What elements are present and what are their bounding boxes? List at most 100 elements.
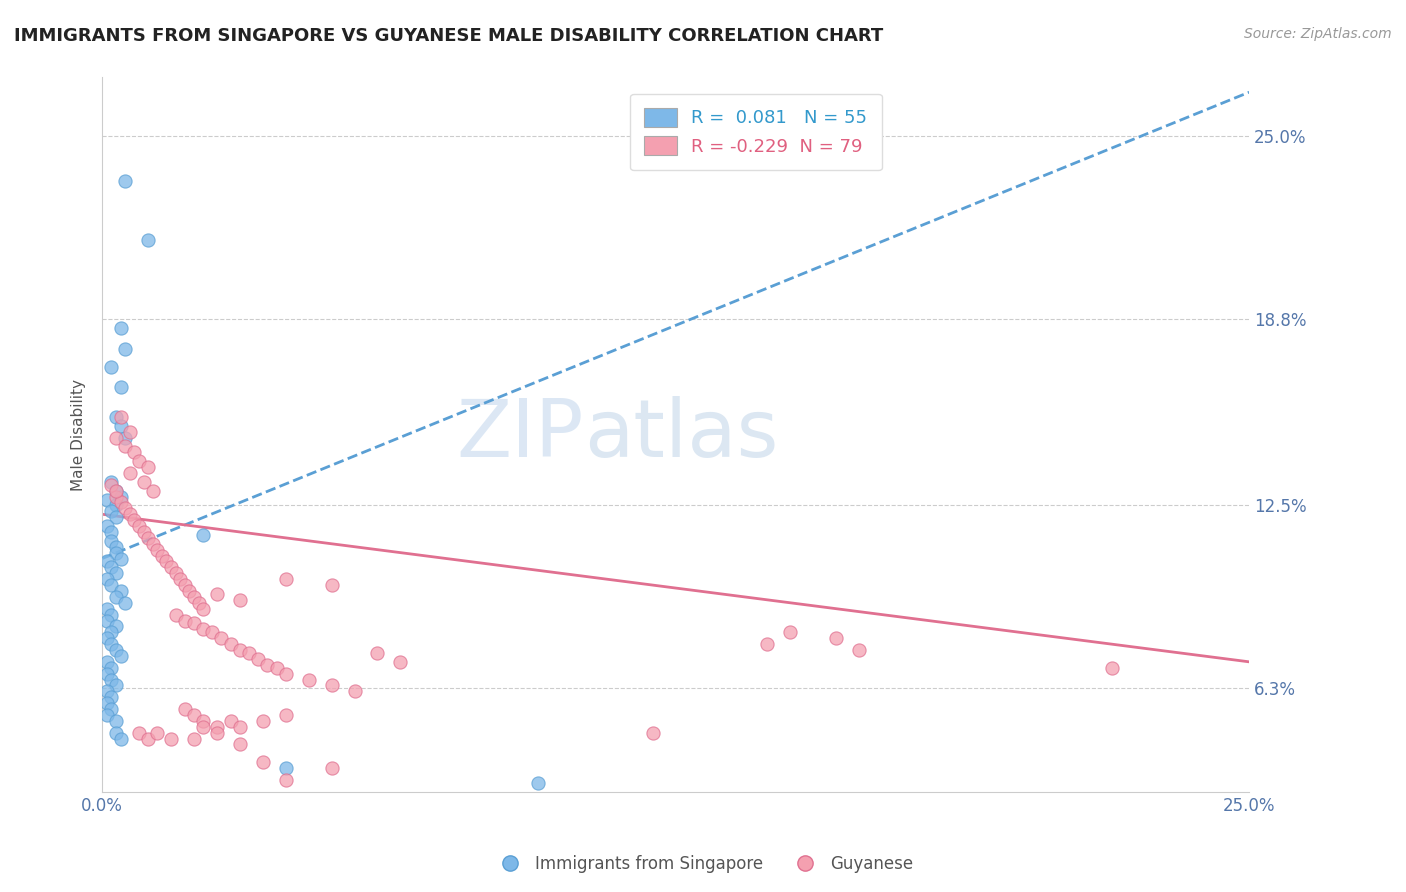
Point xyxy=(110,551,132,566)
Point xyxy=(100,524,122,539)
Point xyxy=(136,731,159,746)
Text: IMMIGRANTS FROM SINGAPORE VS GUYANESE MALE DISABILITY CORRELATION CHART: IMMIGRANTS FROM SINGAPORE VS GUYANESE MA… xyxy=(14,27,883,45)
Point xyxy=(104,590,127,604)
Point xyxy=(205,587,228,601)
Point xyxy=(256,657,278,672)
Point xyxy=(136,531,159,545)
Point xyxy=(124,445,146,459)
Point xyxy=(238,646,260,660)
Point xyxy=(110,409,132,424)
Text: Source: ZipAtlas.com: Source: ZipAtlas.com xyxy=(1244,27,1392,41)
Point xyxy=(183,616,205,631)
Point xyxy=(136,460,159,475)
Point xyxy=(110,380,132,394)
Point xyxy=(366,646,388,660)
Point xyxy=(104,619,127,633)
Point xyxy=(229,720,252,734)
Point xyxy=(118,425,141,439)
Point xyxy=(160,560,183,574)
Point xyxy=(96,614,118,628)
Point xyxy=(100,578,122,592)
Point xyxy=(321,761,343,775)
Point xyxy=(104,678,127,692)
Point xyxy=(128,725,150,739)
Point xyxy=(201,625,224,640)
Point xyxy=(114,596,136,610)
Point xyxy=(183,590,205,604)
Point xyxy=(104,540,127,554)
Point xyxy=(100,475,122,489)
Point xyxy=(191,714,214,728)
Point xyxy=(104,725,127,739)
Point xyxy=(110,495,132,509)
Point xyxy=(100,661,122,675)
Point xyxy=(146,725,169,739)
Point xyxy=(104,643,127,657)
Point xyxy=(160,731,183,746)
Point xyxy=(100,607,122,622)
Point xyxy=(110,648,132,663)
Point xyxy=(100,533,122,548)
Point xyxy=(165,566,187,581)
Point xyxy=(173,614,195,628)
Point xyxy=(118,466,141,480)
Point xyxy=(114,439,136,453)
Point xyxy=(173,578,195,592)
Point xyxy=(527,776,550,790)
Point xyxy=(96,631,118,645)
Point xyxy=(229,738,252,752)
Point xyxy=(114,174,136,188)
Point xyxy=(114,342,136,356)
Point xyxy=(128,454,150,468)
Point xyxy=(165,607,187,622)
Point xyxy=(96,684,118,698)
Point xyxy=(132,475,155,489)
Point xyxy=(191,720,214,734)
Text: ZIP: ZIP xyxy=(457,395,583,474)
Point xyxy=(114,501,136,516)
Point xyxy=(100,359,122,374)
Point xyxy=(219,714,242,728)
Point xyxy=(191,528,214,542)
Point xyxy=(104,714,127,728)
Point xyxy=(274,761,297,775)
Point xyxy=(146,542,169,557)
Point xyxy=(142,537,165,551)
Point xyxy=(104,483,127,498)
Point xyxy=(96,601,118,615)
Point xyxy=(247,652,270,666)
Text: atlas: atlas xyxy=(583,395,779,474)
Point xyxy=(211,631,233,645)
Point xyxy=(136,233,159,247)
Point xyxy=(183,731,205,746)
Point xyxy=(118,508,141,522)
Point xyxy=(191,623,214,637)
Point xyxy=(1101,661,1123,675)
Point xyxy=(848,643,870,657)
Point xyxy=(96,572,118,586)
Y-axis label: Male Disability: Male Disability xyxy=(72,378,86,491)
Point xyxy=(183,708,205,723)
Point xyxy=(252,714,274,728)
Point xyxy=(825,631,848,645)
Point xyxy=(104,430,127,444)
Point xyxy=(100,477,122,491)
Point xyxy=(150,549,173,563)
Point xyxy=(389,655,412,669)
Legend: R =  0.081   N = 55, R = -0.229  N = 79: R = 0.081 N = 55, R = -0.229 N = 79 xyxy=(630,94,882,170)
Point xyxy=(756,637,779,651)
Point xyxy=(321,678,343,692)
Point xyxy=(266,661,288,675)
Point xyxy=(104,409,127,424)
Point xyxy=(104,510,127,524)
Point xyxy=(110,418,132,433)
Point xyxy=(229,643,252,657)
Point xyxy=(104,499,127,513)
Point xyxy=(321,578,343,592)
Legend: Immigrants from Singapore, Guyanese: Immigrants from Singapore, Guyanese xyxy=(486,848,920,880)
Point xyxy=(100,504,122,518)
Point xyxy=(169,572,191,586)
Point xyxy=(100,702,122,716)
Point xyxy=(96,708,118,723)
Point xyxy=(343,684,366,698)
